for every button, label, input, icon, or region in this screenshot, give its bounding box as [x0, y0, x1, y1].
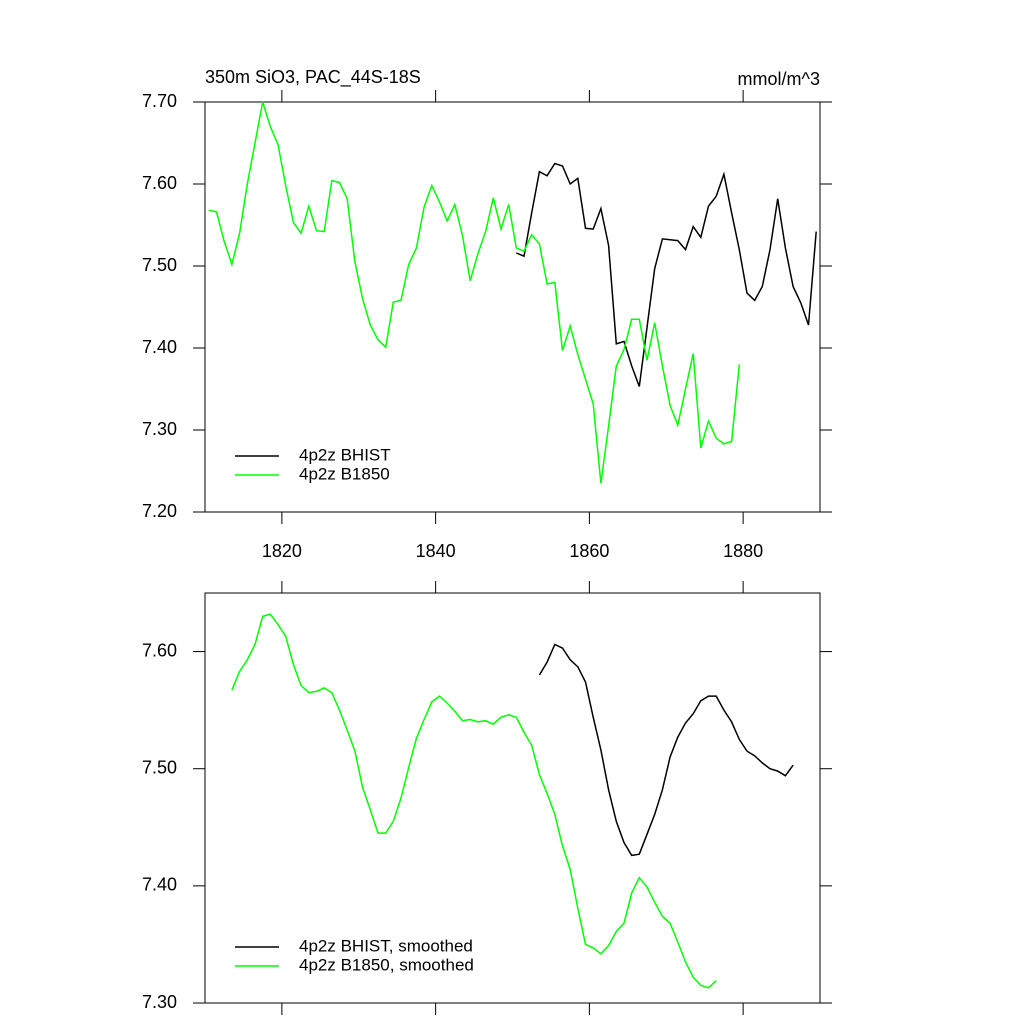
y-tick-label: 7.40 [142, 337, 177, 357]
data-line [538, 643, 794, 857]
y-tick-label: 7.50 [142, 757, 177, 777]
y-tick-label: 7.20 [142, 501, 177, 521]
y-tick-label: 7.70 [142, 91, 177, 111]
legend-label: 4p2z B1850, smoothed [299, 955, 474, 974]
x-tick-label: 1820 [262, 541, 302, 561]
data-line [208, 101, 741, 484]
y-tick-label: 7.50 [142, 255, 177, 275]
x-tick-label: 1840 [416, 541, 456, 561]
legend-label: 4p2z BHIST, smoothed [299, 936, 473, 955]
x-tick-label: 1860 [569, 541, 609, 561]
data-line [231, 613, 717, 989]
legend-label: 4p2z BHIST [299, 445, 391, 464]
y-tick-label: 7.30 [142, 419, 177, 439]
chart-title: 350m SiO3, PAC_44S-18S [205, 67, 421, 88]
plot-frame [204, 592, 821, 1004]
legend-label: 4p2z B1850 [299, 464, 390, 483]
y-tick-label: 7.40 [142, 875, 177, 895]
plot-frame [204, 101, 821, 513]
y-tick-label: 7.60 [142, 173, 177, 193]
x-tick-label: 1880 [723, 541, 763, 561]
data-line [516, 162, 817, 387]
y-tick-label: 7.60 [142, 640, 177, 660]
units-label: mmol/m^3 [738, 69, 820, 89]
y-tick-label: 7.30 [142, 992, 177, 1012]
